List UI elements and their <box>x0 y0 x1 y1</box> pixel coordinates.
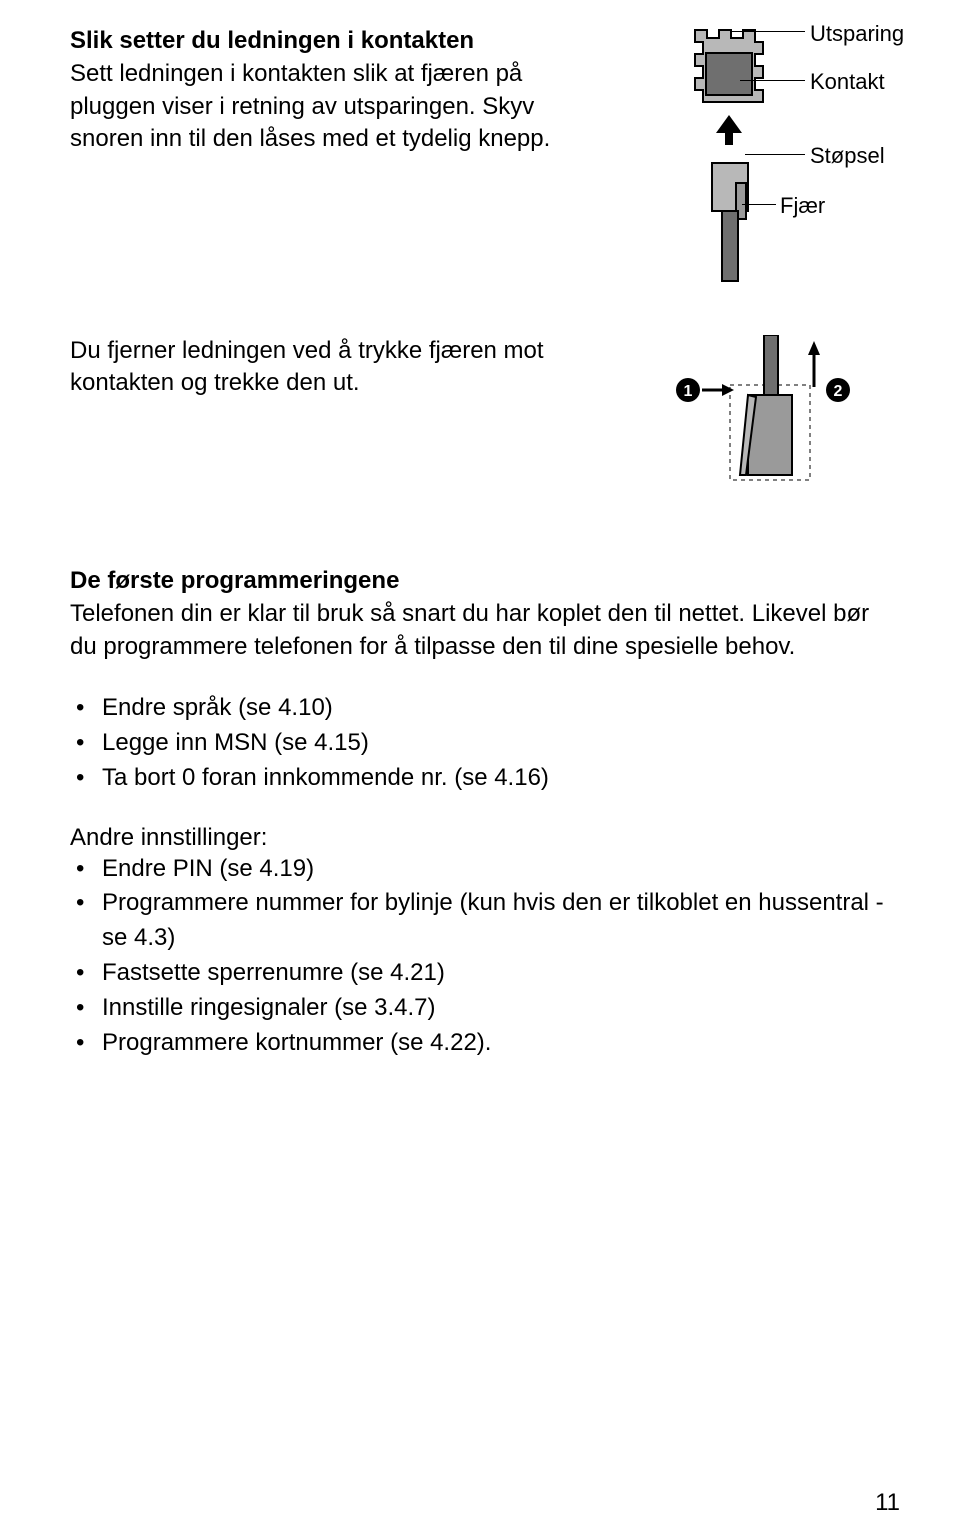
list-item-text: Fastsette sperrenumre (se 4.21) <box>102 956 445 991</box>
section-programming: De første programmeringene Telefonen din… <box>70 565 900 1060</box>
diagram-socket-plug: Utsparing Kontakt Støpsel Fjær <box>640 25 900 285</box>
label-fjaer: Fjær <box>780 193 825 219</box>
body-cable-insert: Sett ledningen i kontakten slik at fjære… <box>70 58 610 155</box>
list-item: •Endre PIN (se 4.19) <box>70 852 900 887</box>
heading-cable-insert: Slik setter du ledningen i kontakten <box>70 25 610 57</box>
diagram-remove-plug: 1 2 <box>670 335 870 495</box>
list-primary-settings: •Endre språk (se 4.10) •Legge inn MSN (s… <box>70 691 900 795</box>
text-column: Du fjerner ledningen ved å trykke fjæren… <box>70 335 630 495</box>
list-item-text: Legge inn MSN (se 4.15) <box>102 726 369 761</box>
svg-text:2: 2 <box>834 383 843 400</box>
list-item: •Fastsette sperrenumre (se 4.21) <box>70 956 900 991</box>
list-item-text: Ta bort 0 foran innkommende nr. (se 4.16… <box>102 761 549 796</box>
svg-text:1: 1 <box>684 383 693 400</box>
list-item: •Legge inn MSN (se 4.15) <box>70 726 900 761</box>
list-item: •Endre språk (se 4.10) <box>70 691 900 726</box>
leader-line <box>742 204 776 205</box>
label-stopsel: Støpsel <box>810 143 885 169</box>
list-item: •Programmere nummer for bylinje (kun hvi… <box>70 886 900 956</box>
section-cable-insert: Slik setter du ledningen i kontakten Set… <box>70 25 900 285</box>
remove-plug-icon: 1 2 <box>670 335 870 495</box>
list-item: •Ta bort 0 foran innkommende nr. (se 4.1… <box>70 761 900 796</box>
list-item-text: Innstille ringesignaler (se 3.4.7) <box>102 991 436 1026</box>
sub-heading-other-settings: Andre innstillinger: <box>70 824 900 852</box>
label-utsparing: Utsparing <box>810 21 904 47</box>
list-item-text: Endre språk (se 4.10) <box>102 691 333 726</box>
list-item: •Programmere kortnummer (se 4.22). <box>70 1026 900 1061</box>
list-item-text: Endre PIN (se 4.19) <box>102 852 314 887</box>
body-cable-remove: Du fjerner ledningen ved å trykke fjæren… <box>70 335 630 400</box>
body-programming: Telefonen din er klar til bruk så snart … <box>70 598 900 663</box>
section-cable-remove: Du fjerner ledningen ved å trykke fjæren… <box>70 335 900 495</box>
heading-programming: De første programmeringene <box>70 565 900 597</box>
leader-line <box>730 31 805 32</box>
list-item-text: Programmere nummer for bylinje (kun hvis… <box>102 886 900 956</box>
page-number: 11 <box>875 1489 900 1517</box>
list-item: •Innstille ringesignaler (se 3.4.7) <box>70 991 900 1026</box>
label-kontakt: Kontakt <box>810 69 885 95</box>
leader-line <box>745 154 805 155</box>
socket-plug-icon <box>640 25 780 285</box>
leader-line <box>740 80 805 81</box>
list-other-settings: •Endre PIN (se 4.19) •Programmere nummer… <box>70 852 900 1061</box>
text-column: Slik setter du ledningen i kontakten Set… <box>70 25 610 285</box>
list-item-text: Programmere kortnummer (se 4.22). <box>102 1026 491 1061</box>
